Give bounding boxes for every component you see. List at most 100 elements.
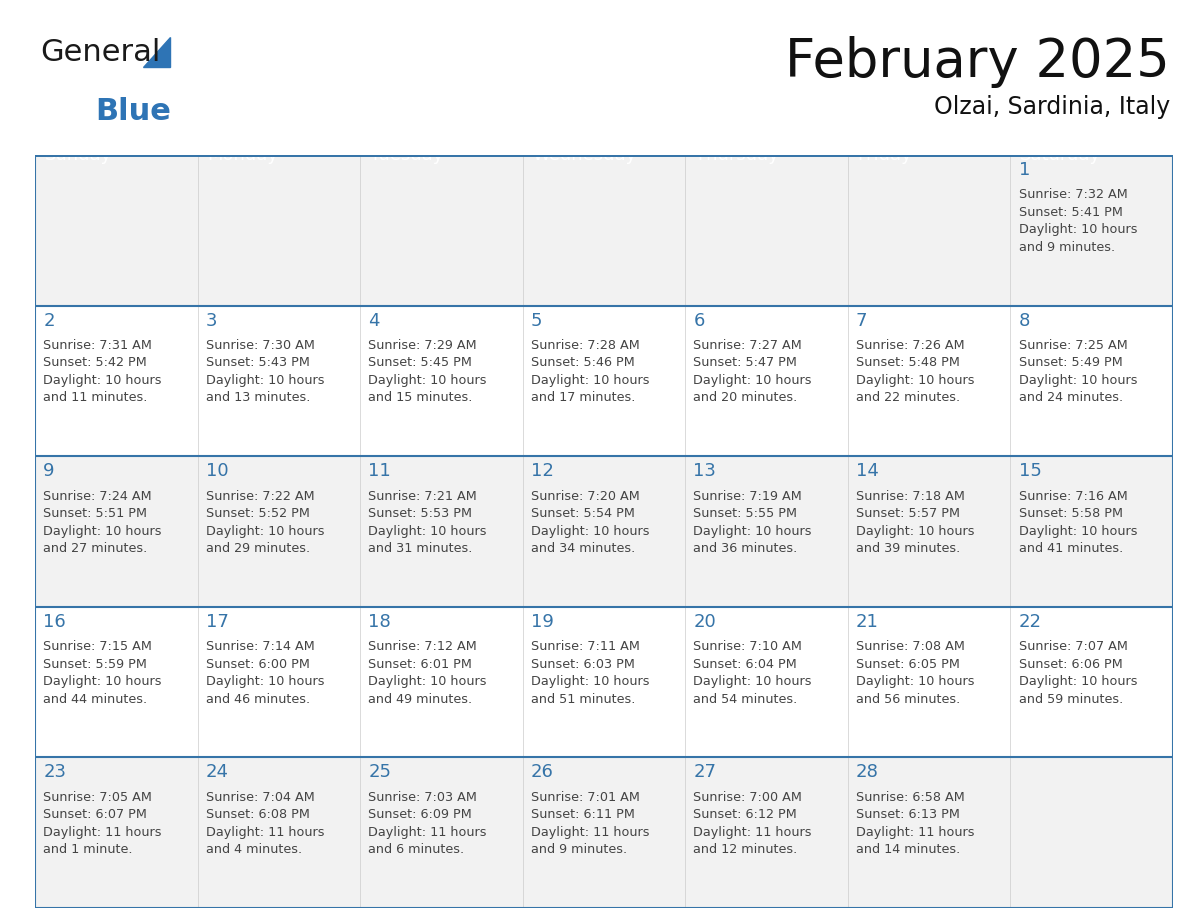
Bar — [848, 456, 1011, 607]
Text: February 2025: February 2025 — [785, 36, 1170, 88]
Text: Sunrise: 7:08 AM
Sunset: 6:05 PM
Daylight: 10 hours
and 56 minutes.: Sunrise: 7:08 AM Sunset: 6:05 PM Dayligh… — [857, 640, 974, 706]
Bar — [523, 456, 685, 607]
Text: Tuesday: Tuesday — [369, 146, 443, 164]
Text: 22: 22 — [1018, 613, 1042, 631]
Text: Saturday: Saturday — [1020, 146, 1101, 164]
Text: 13: 13 — [694, 463, 716, 480]
Text: Thursday: Thursday — [695, 146, 779, 164]
Bar — [1011, 155, 1173, 306]
Text: Sunrise: 7:30 AM
Sunset: 5:43 PM
Daylight: 10 hours
and 13 minutes.: Sunrise: 7:30 AM Sunset: 5:43 PM Dayligh… — [206, 339, 324, 405]
Text: 10: 10 — [206, 463, 228, 480]
Text: Sunrise: 7:15 AM
Sunset: 5:59 PM
Daylight: 10 hours
and 44 minutes.: Sunrise: 7:15 AM Sunset: 5:59 PM Dayligh… — [43, 640, 162, 706]
Bar — [197, 757, 360, 908]
Bar — [848, 306, 1011, 456]
Bar — [848, 155, 1011, 306]
Bar — [848, 757, 1011, 908]
Text: Sunrise: 7:22 AM
Sunset: 5:52 PM
Daylight: 10 hours
and 29 minutes.: Sunrise: 7:22 AM Sunset: 5:52 PM Dayligh… — [206, 489, 324, 555]
Text: Blue: Blue — [95, 97, 171, 126]
Text: 25: 25 — [368, 764, 391, 781]
Text: 20: 20 — [694, 613, 716, 631]
Bar — [1011, 306, 1173, 456]
Text: 19: 19 — [531, 613, 554, 631]
Text: 14: 14 — [857, 463, 879, 480]
Bar — [360, 306, 523, 456]
Text: 3: 3 — [206, 312, 217, 330]
Bar — [360, 155, 523, 306]
Text: Sunrise: 7:24 AM
Sunset: 5:51 PM
Daylight: 10 hours
and 27 minutes.: Sunrise: 7:24 AM Sunset: 5:51 PM Dayligh… — [43, 489, 162, 555]
Text: 26: 26 — [531, 764, 554, 781]
Text: Sunrise: 7:10 AM
Sunset: 6:04 PM
Daylight: 10 hours
and 54 minutes.: Sunrise: 7:10 AM Sunset: 6:04 PM Dayligh… — [694, 640, 811, 706]
Text: Sunrise: 7:19 AM
Sunset: 5:55 PM
Daylight: 10 hours
and 36 minutes.: Sunrise: 7:19 AM Sunset: 5:55 PM Dayligh… — [694, 489, 811, 555]
Text: 1: 1 — [1018, 162, 1030, 179]
Text: Wednesday: Wednesday — [532, 146, 637, 164]
Bar — [1011, 607, 1173, 757]
Bar — [1011, 456, 1173, 607]
Text: Sunrise: 7:27 AM
Sunset: 5:47 PM
Daylight: 10 hours
and 20 minutes.: Sunrise: 7:27 AM Sunset: 5:47 PM Dayligh… — [694, 339, 811, 405]
Text: Sunrise: 7:07 AM
Sunset: 6:06 PM
Daylight: 10 hours
and 59 minutes.: Sunrise: 7:07 AM Sunset: 6:06 PM Dayligh… — [1018, 640, 1137, 706]
Bar — [197, 155, 360, 306]
Text: 6: 6 — [694, 312, 704, 330]
Bar — [523, 607, 685, 757]
Text: Sunrise: 7:32 AM
Sunset: 5:41 PM
Daylight: 10 hours
and 9 minutes.: Sunrise: 7:32 AM Sunset: 5:41 PM Dayligh… — [1018, 188, 1137, 254]
Text: 2: 2 — [43, 312, 55, 330]
Bar — [34, 757, 197, 908]
Text: Sunrise: 7:14 AM
Sunset: 6:00 PM
Daylight: 10 hours
and 46 minutes.: Sunrise: 7:14 AM Sunset: 6:00 PM Dayligh… — [206, 640, 324, 706]
Bar — [523, 757, 685, 908]
Text: Sunrise: 7:18 AM
Sunset: 5:57 PM
Daylight: 10 hours
and 39 minutes.: Sunrise: 7:18 AM Sunset: 5:57 PM Dayligh… — [857, 489, 974, 555]
Bar — [360, 757, 523, 908]
Bar — [34, 607, 197, 757]
Text: Sunrise: 7:12 AM
Sunset: 6:01 PM
Daylight: 10 hours
and 49 minutes.: Sunrise: 7:12 AM Sunset: 6:01 PM Dayligh… — [368, 640, 487, 706]
Text: 5: 5 — [531, 312, 543, 330]
Text: Sunrise: 7:03 AM
Sunset: 6:09 PM
Daylight: 11 hours
and 6 minutes.: Sunrise: 7:03 AM Sunset: 6:09 PM Dayligh… — [368, 790, 487, 856]
Text: 16: 16 — [43, 613, 65, 631]
Text: 27: 27 — [694, 764, 716, 781]
Text: 24: 24 — [206, 764, 229, 781]
Bar — [685, 607, 848, 757]
Text: Sunday: Sunday — [45, 146, 112, 164]
Text: Friday: Friday — [858, 146, 912, 164]
Text: Sunrise: 7:16 AM
Sunset: 5:58 PM
Daylight: 10 hours
and 41 minutes.: Sunrise: 7:16 AM Sunset: 5:58 PM Dayligh… — [1018, 489, 1137, 555]
Text: 4: 4 — [368, 312, 380, 330]
Text: Sunrise: 7:21 AM
Sunset: 5:53 PM
Daylight: 10 hours
and 31 minutes.: Sunrise: 7:21 AM Sunset: 5:53 PM Dayligh… — [368, 489, 487, 555]
Text: Sunrise: 6:58 AM
Sunset: 6:13 PM
Daylight: 11 hours
and 14 minutes.: Sunrise: 6:58 AM Sunset: 6:13 PM Dayligh… — [857, 790, 974, 856]
Text: Sunrise: 7:31 AM
Sunset: 5:42 PM
Daylight: 10 hours
and 11 minutes.: Sunrise: 7:31 AM Sunset: 5:42 PM Dayligh… — [43, 339, 162, 405]
Bar — [848, 607, 1011, 757]
Bar — [360, 607, 523, 757]
Text: 8: 8 — [1018, 312, 1030, 330]
Bar — [523, 306, 685, 456]
Text: Sunrise: 7:00 AM
Sunset: 6:12 PM
Daylight: 11 hours
and 12 minutes.: Sunrise: 7:00 AM Sunset: 6:12 PM Dayligh… — [694, 790, 811, 856]
Text: 18: 18 — [368, 613, 391, 631]
Bar — [34, 306, 197, 456]
Text: 17: 17 — [206, 613, 228, 631]
Text: General: General — [40, 38, 160, 67]
Bar — [197, 306, 360, 456]
Bar — [685, 306, 848, 456]
Polygon shape — [143, 37, 170, 67]
Text: Sunrise: 7:04 AM
Sunset: 6:08 PM
Daylight: 11 hours
and 4 minutes.: Sunrise: 7:04 AM Sunset: 6:08 PM Dayligh… — [206, 790, 324, 856]
Text: Olzai, Sardinia, Italy: Olzai, Sardinia, Italy — [934, 95, 1170, 119]
Text: 7: 7 — [857, 312, 867, 330]
Text: 21: 21 — [857, 613, 879, 631]
Text: Sunrise: 7:26 AM
Sunset: 5:48 PM
Daylight: 10 hours
and 22 minutes.: Sunrise: 7:26 AM Sunset: 5:48 PM Dayligh… — [857, 339, 974, 405]
Text: Sunrise: 7:28 AM
Sunset: 5:46 PM
Daylight: 10 hours
and 17 minutes.: Sunrise: 7:28 AM Sunset: 5:46 PM Dayligh… — [531, 339, 650, 405]
Bar — [360, 456, 523, 607]
Bar — [197, 607, 360, 757]
Bar — [34, 456, 197, 607]
Text: 23: 23 — [43, 764, 67, 781]
Bar — [685, 456, 848, 607]
Bar — [34, 155, 197, 306]
Text: Monday: Monday — [208, 146, 278, 164]
Text: 28: 28 — [857, 764, 879, 781]
Bar — [523, 155, 685, 306]
Bar — [197, 456, 360, 607]
Bar — [685, 155, 848, 306]
Text: 15: 15 — [1018, 463, 1042, 480]
Bar — [1011, 757, 1173, 908]
Bar — [685, 757, 848, 908]
Text: 12: 12 — [531, 463, 554, 480]
Text: Sunrise: 7:25 AM
Sunset: 5:49 PM
Daylight: 10 hours
and 24 minutes.: Sunrise: 7:25 AM Sunset: 5:49 PM Dayligh… — [1018, 339, 1137, 405]
Text: 11: 11 — [368, 463, 391, 480]
Text: 9: 9 — [43, 463, 55, 480]
Text: Sunrise: 7:01 AM
Sunset: 6:11 PM
Daylight: 11 hours
and 9 minutes.: Sunrise: 7:01 AM Sunset: 6:11 PM Dayligh… — [531, 790, 650, 856]
Text: Sunrise: 7:29 AM
Sunset: 5:45 PM
Daylight: 10 hours
and 15 minutes.: Sunrise: 7:29 AM Sunset: 5:45 PM Dayligh… — [368, 339, 487, 405]
